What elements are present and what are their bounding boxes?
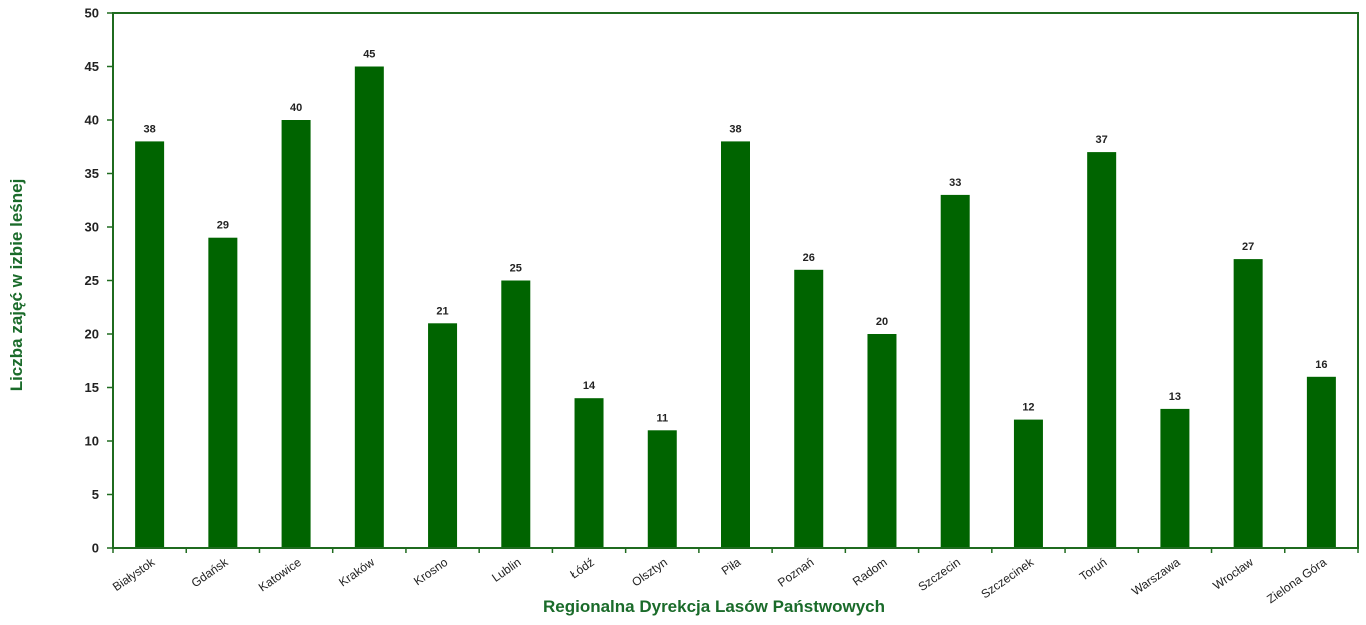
y-tick-label: 30 [85, 220, 99, 235]
data-label: 14 [583, 380, 596, 392]
bar [794, 269, 824, 548]
x-tick-label: Gdańsk [189, 554, 232, 590]
x-tick-label: Szczecin [916, 555, 963, 594]
bar [1160, 408, 1190, 548]
bar [574, 398, 604, 548]
bar [428, 323, 458, 548]
y-tick-label: 15 [85, 380, 99, 395]
bar [1013, 419, 1043, 548]
bar [940, 194, 970, 548]
bar [1087, 152, 1117, 548]
y-axis-title: Liczba zajęć w izbie leśnej [7, 179, 26, 392]
bar [867, 334, 897, 548]
y-tick-label: 40 [85, 113, 99, 128]
y-axis: 0 5 10 15 20 25 30 35 40 45 50 [85, 6, 114, 556]
y-tick-label: 45 [85, 59, 99, 74]
data-label: 26 [803, 252, 815, 264]
data-label: 25 [510, 263, 522, 275]
data-label: 11 [656, 412, 668, 424]
x-tick-label: Wrocław [1210, 555, 1256, 593]
data-label: 29 [217, 220, 229, 232]
y-tick-label: 10 [85, 434, 99, 449]
data-label: 45 [363, 49, 375, 61]
data-label: 38 [143, 123, 155, 135]
y-tick-label: 50 [85, 6, 99, 21]
y-tick-label: 25 [85, 273, 99, 288]
x-tick-label: Piła [719, 555, 744, 578]
bar [1233, 259, 1263, 548]
x-axis-title: Regionalna Dyrekcja Lasów Państwowych [543, 597, 885, 616]
x-tick-label: Szczecinek [978, 554, 1037, 601]
x-tick-label: Łódź [567, 555, 596, 581]
y-tick-label: 20 [85, 327, 99, 342]
data-label: 16 [1315, 359, 1327, 371]
x-tick-label: Radom [850, 555, 890, 589]
bar [647, 430, 677, 548]
data-label: 38 [729, 123, 741, 135]
data-label: 27 [1242, 241, 1254, 253]
data-label: 40 [290, 102, 302, 114]
bar [721, 141, 750, 548]
x-tick-label: Lublin [489, 555, 523, 585]
data-labels-group: 38 29 40 45 21 25 14 11 38 26 20 33 12 37 13 27 16 [143, 49, 1327, 425]
bar [354, 66, 384, 548]
y-tick-label: 5 [92, 487, 99, 502]
x-tick-label: Warszawa [1129, 555, 1183, 599]
x-tick-label: Poznań [775, 555, 816, 590]
bars-group [135, 66, 1336, 548]
data-label: 21 [436, 305, 448, 317]
bar [208, 237, 238, 548]
data-label: 33 [949, 177, 961, 189]
bar [281, 120, 311, 548]
y-tick-label: 0 [92, 541, 99, 556]
data-label: 37 [1096, 134, 1108, 146]
x-tick-label: Krosno [411, 555, 450, 588]
y-tick-label: 35 [85, 166, 99, 181]
x-tick-label: Kraków [336, 555, 377, 590]
data-label: 12 [1022, 402, 1034, 414]
x-tick-label: Zielona Góra [1264, 555, 1329, 606]
x-tick-label: Białystok [110, 554, 158, 594]
x-tick-label: Toruń [1077, 555, 1110, 584]
x-tick-label: Olsztyn [629, 555, 670, 589]
bar [501, 280, 531, 548]
bar [135, 141, 165, 548]
x-tick-label: Katowice [256, 555, 304, 595]
data-label: 13 [1169, 391, 1181, 403]
bar [1306, 376, 1336, 548]
data-label: 20 [876, 316, 888, 328]
